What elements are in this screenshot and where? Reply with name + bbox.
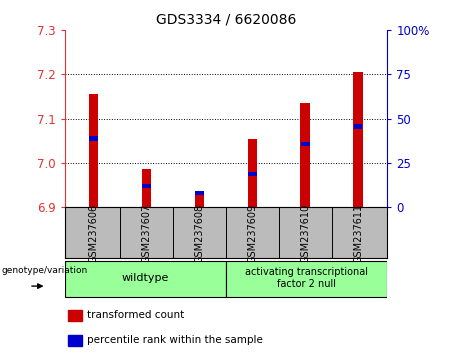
Bar	[142, 170, 151, 207]
Text: GSM237609: GSM237609	[248, 204, 257, 263]
Bar	[301, 103, 310, 207]
Bar	[301, 142, 309, 147]
Text: genotype/variation: genotype/variation	[2, 266, 88, 275]
Bar	[89, 136, 98, 141]
Bar	[195, 191, 204, 195]
Text: GSM237611: GSM237611	[353, 204, 363, 263]
Text: transformed count: transformed count	[87, 310, 184, 320]
Bar	[68, 310, 83, 321]
Bar	[65, 261, 226, 297]
Bar	[354, 124, 362, 129]
Bar	[142, 184, 151, 188]
Text: wildtype: wildtype	[122, 273, 169, 283]
Text: GSM237608: GSM237608	[195, 204, 204, 263]
Text: GSM237610: GSM237610	[300, 204, 310, 263]
Bar	[68, 335, 83, 346]
Bar	[89, 94, 98, 207]
Text: percentile rank within the sample: percentile rank within the sample	[87, 335, 263, 345]
Bar	[226, 261, 387, 297]
Text: activating transcriptional
factor 2 null: activating transcriptional factor 2 null	[245, 267, 368, 289]
Bar	[195, 192, 204, 207]
Bar	[248, 138, 257, 207]
Text: GSM237606: GSM237606	[89, 204, 99, 263]
Text: GSM237607: GSM237607	[142, 204, 152, 263]
Bar	[354, 72, 363, 207]
Bar	[248, 172, 257, 176]
Text: GDS3334 / 6620086: GDS3334 / 6620086	[156, 12, 296, 27]
